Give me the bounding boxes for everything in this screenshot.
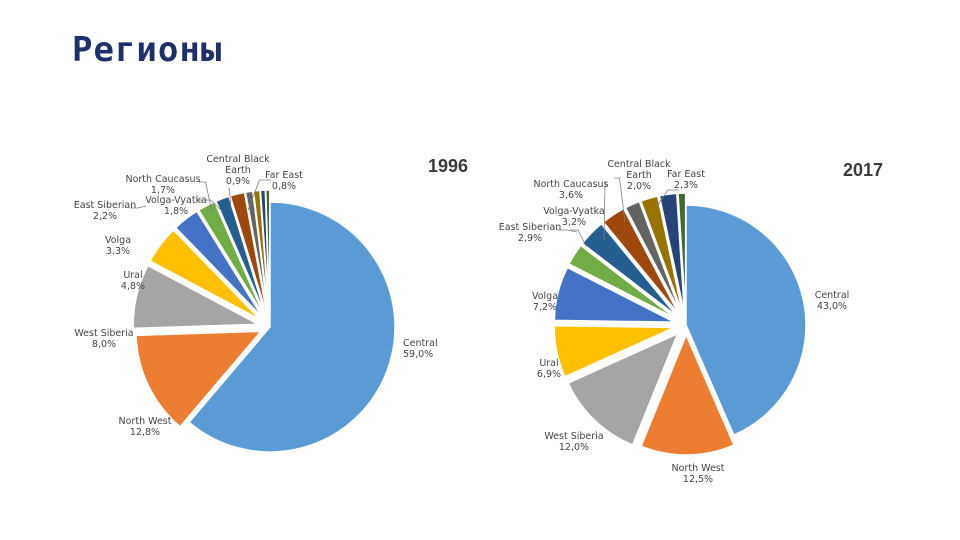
pie-slice-2017-other-2 [677, 192, 687, 314]
data-label-1996-volga: Volga 3,3% [105, 235, 131, 257]
pie-chart-2017: 2017 Central 43,0% North West 12,5% West Sib… [499, 159, 883, 485]
leader-line-2017-far-east [656, 189, 679, 207]
pie-slice-1996-ural [149, 228, 261, 321]
data-label-1996-east-siberian: East Siberian 2,2% [74, 200, 136, 222]
pie-slice-2017-ural [553, 324, 675, 378]
leader-line-2017-north-caucasus [603, 182, 606, 241]
data-label-2017-far-east: Far East 2,3% [667, 169, 705, 191]
leader-line-1996-north-caucasus [199, 181, 213, 213]
pie-slice-1996-east-siberian [197, 200, 266, 317]
data-label-2017-north-west: North West 12,5% [672, 463, 725, 485]
data-label-1996-north-west: North West 12,8% [119, 416, 172, 438]
data-label-2017-volga: Volga 7,2% [532, 291, 558, 313]
pie-slice-2017-north-west [640, 333, 735, 456]
pie-slice-1996-north-west [135, 330, 263, 428]
pie-slice-2017-volga [553, 266, 675, 323]
pie-chart-1996: 1996 Central 59,0% North West 12,8% West Sib… [74, 154, 468, 453]
pie-slice-1996-west-siberia [132, 264, 262, 330]
leader-line-1996-far-east [247, 179, 271, 211]
pie-slice-2017-central [685, 204, 807, 437]
data-label-2017-central-black-earth: Central Black Earth 2,0% [607, 159, 671, 192]
pie-slice-2017-far-east [639, 195, 684, 314]
data-label-2017-east-siberian: East Siberian 2,9% [499, 222, 561, 244]
leader-line-2017-east-siberian [557, 229, 578, 233]
leader-line-1996-east-siberian [130, 205, 147, 209]
data-label-2017-west-siberia: West Siberia 12,0% [544, 431, 603, 453]
data-label-1996-central-black-earth: Central Black Earth 0,9% [206, 154, 270, 187]
data-label-1996-ural: Ural 4,8% [121, 270, 145, 292]
data-label-2017-north-caucasus: North Caucasus 3,6% [533, 179, 608, 201]
data-label-1996-north-caucasus: North Caucasus 1,7% [125, 174, 200, 196]
data-label-2017-central: Central 43,0% [815, 290, 850, 312]
data-label-1996-central: Central 59,0% [403, 338, 438, 360]
data-label-1996-west-siberia: West Siberia 8,0% [74, 328, 133, 350]
pie-slice-2017-east-siberian [567, 244, 677, 320]
leader-line-2017-volga-vyatka [570, 229, 587, 247]
pie-slice-2017-north-caucasus [581, 222, 678, 318]
chart-title-2017: 2017 [843, 160, 883, 180]
data-label-1996-volga-vyatka: Volga-Vyatka 1,8% [145, 195, 207, 217]
chart-title-1996: 1996 [428, 156, 468, 176]
leader-line-1996-central-black-earth [228, 188, 232, 211]
pie-slice-2017-central-black-earth [624, 200, 682, 315]
pie-slice-1996-volga [174, 210, 264, 319]
leader-line-1996-volga-vyatka [199, 199, 223, 212]
data-label-2017-ural: Ural 6,9% [537, 358, 561, 380]
pie-slice-1996-central [188, 201, 396, 453]
pie-slice-1996-other-2 [264, 189, 271, 316]
data-label-2017-volga-vyatka: Volga-Vyatka 3,2% [543, 206, 605, 228]
leader-line-2017-central-black-earth [614, 177, 626, 223]
pie-slice-1996-north-caucasus [214, 195, 267, 317]
pie-slice-2017-other-1 [658, 192, 686, 314]
pie-slice-2017-west-siberia [567, 332, 680, 446]
data-label-1996-far-east: Far East 0,8% [265, 170, 303, 192]
page-title: Регионы [72, 30, 223, 70]
